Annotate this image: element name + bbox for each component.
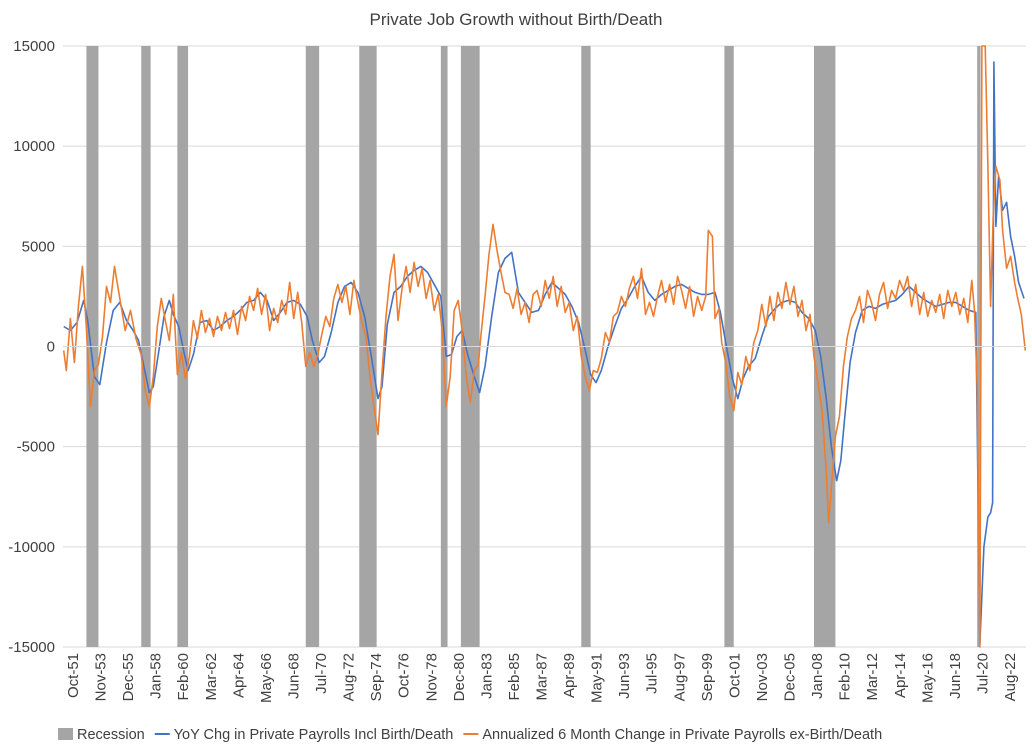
x-tick-label: Jun-68 [286,653,303,699]
x-tick-label: Mar-12 [864,653,881,701]
x-tick-label: Apr-64 [230,653,247,698]
x-tick-label: Sep-74 [368,653,385,701]
x-tick-label: May-16 [919,653,936,703]
series-lines [62,45,1027,648]
x-tick-label: Oct-76 [396,653,413,698]
y-tick-label: -5000 [17,439,55,456]
x-tick-label: Mar-87 [534,653,551,701]
y-tick-label: -10000 [8,539,55,556]
y-tick-label: 5000 [22,238,55,255]
x-tick-label: Nov-03 [754,653,771,701]
x-tick-label: Jan-58 [148,653,165,699]
y-tick-label: 0 [47,339,55,356]
x-tick-label: Feb-85 [506,653,523,701]
x-tick-label: Feb-10 [837,653,854,701]
x-tick-label: Aug-97 [671,653,688,701]
y-tick-label: 10000 [13,138,55,155]
legend-swatch-recession [58,728,73,740]
series-line-annualized-ex-birth-death [62,45,1027,648]
x-tick-label: Jul-20 [974,653,991,694]
legend-label: Annualized 6 Month Change in Private Pay… [482,727,882,743]
x-tick-label: Nov-78 [423,653,440,701]
x-tick-label: Oct-01 [726,653,743,698]
x-tick-label: Dec-55 [120,653,137,701]
x-tick-label: Aug-72 [341,653,358,701]
y-tick-label: 15000 [13,38,55,55]
x-tick-label: Mar-62 [203,653,220,701]
x-tick-label: Jun-18 [947,653,964,699]
legend: Recession YoY Chg in Private Payrolls Inc… [58,727,882,743]
x-tick-label: Sep-99 [699,653,716,701]
legend-label: YoY Chg in Private Payrolls Incl Birth/D… [174,727,454,743]
x-tick-label: Jan-83 [478,653,495,699]
x-tick-label: Apr-89 [561,653,578,698]
x-tick-label: Dec-05 [782,653,799,701]
x-tick-label: Oct-51 [65,653,82,698]
x-tick-label: May-91 [589,653,606,703]
x-tick-label: Dec-80 [451,653,468,701]
x-tick-label: Jan-08 [809,653,826,699]
x-tick-label: Nov-53 [93,653,110,701]
x-tick-label: Jul-70 [313,653,330,694]
series-line-yoy-incl-birth-death [63,61,1025,644]
x-tick-label: Aug-22 [1002,653,1019,701]
axes: 15000 10000 5000 0 -5000 -10000 -15000 Oct-51 No… [8,38,1026,703]
y-tick-label: -15000 [8,639,55,656]
x-tick-label: Jun-93 [616,653,633,699]
x-tick-label: Feb-60 [175,653,192,701]
legend-label: Recession [77,727,145,743]
x-tick-label: Apr-14 [892,653,909,698]
x-tick-label: Jul-95 [644,653,661,694]
chart-title: Private Job Growth without Birth/Death [370,10,663,29]
x-tick-label: May-66 [258,653,275,703]
